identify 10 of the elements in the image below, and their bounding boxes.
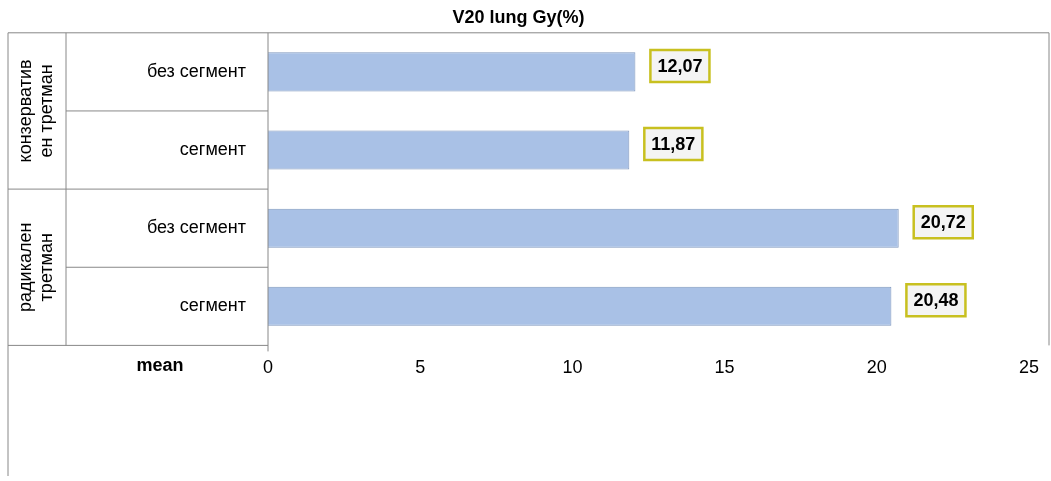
x-tick-label: 15: [714, 357, 735, 378]
data-label: 12,07: [657, 55, 703, 76]
data-label: 20,72: [920, 212, 966, 233]
x-tick-label: 5: [415, 357, 426, 378]
x-tick-label: 20: [866, 357, 887, 378]
chart-title: V20 lung Gy(%): [452, 6, 585, 27]
x-tick-label: 25: [1018, 357, 1039, 378]
data-label: 11,87: [651, 133, 696, 154]
x-tick-label: 10: [562, 357, 583, 378]
data-label: 20,48: [913, 290, 959, 311]
